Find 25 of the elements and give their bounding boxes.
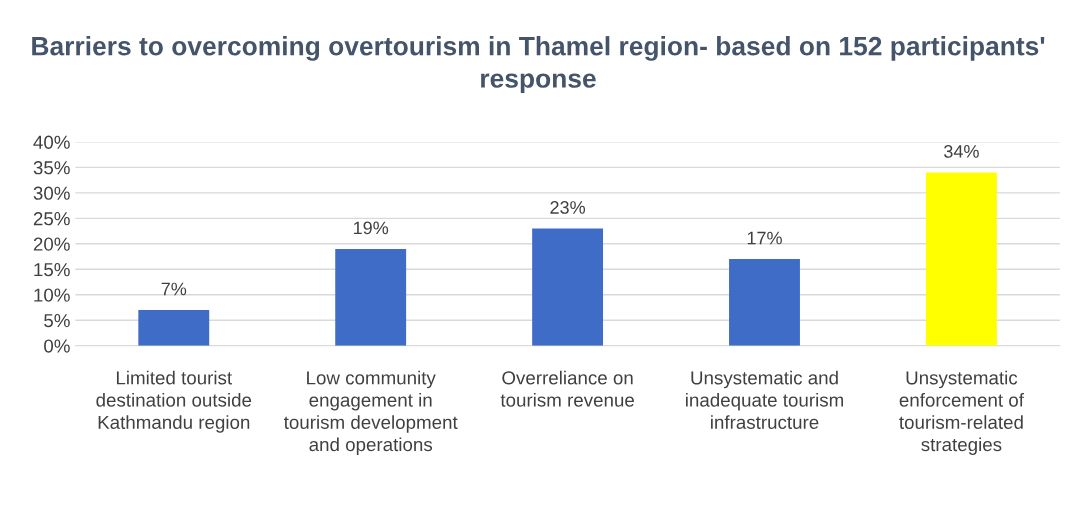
bar <box>729 259 800 346</box>
x-tick-label: Low community engagement in tourism development and operations <box>283 370 458 455</box>
y-tick-label: 20% <box>33 237 70 251</box>
data-label: 17% <box>747 231 782 245</box>
x-tick-label: Limited tourist destination outside Kathmandu region <box>96 370 252 433</box>
x-tick-label: Overreliance on tourism revenue <box>500 370 634 407</box>
data-label: 23% <box>550 201 586 214</box>
y-tick-label: 25% <box>33 212 70 226</box>
chart-title: Barriers to overcoming overtourism in Thamel region- based on 152 participants' response <box>32 36 1045 94</box>
y-tick-label: 30% <box>33 186 70 200</box>
bar <box>138 310 210 346</box>
bar <box>532 228 604 346</box>
data-label: 7% <box>161 282 187 296</box>
y-tick-label: 10% <box>34 288 70 302</box>
x-tick-label: Unsystematic enforcement of tourism-related strategies <box>899 370 1024 455</box>
y-tick-label: 0% <box>44 339 70 353</box>
x-tick-label: Unsystematic and inadequate tourism infrastructure <box>686 370 844 429</box>
y-tick-label: 35% <box>33 161 70 175</box>
y-tick-label: 40% <box>33 135 70 149</box>
data-label: 34% <box>944 145 979 158</box>
data-label: 19% <box>353 221 389 235</box>
y-tick-label: 5% <box>44 314 70 328</box>
bar <box>335 248 407 346</box>
bar <box>925 172 997 346</box>
y-tick-label: 15% <box>34 263 70 277</box>
